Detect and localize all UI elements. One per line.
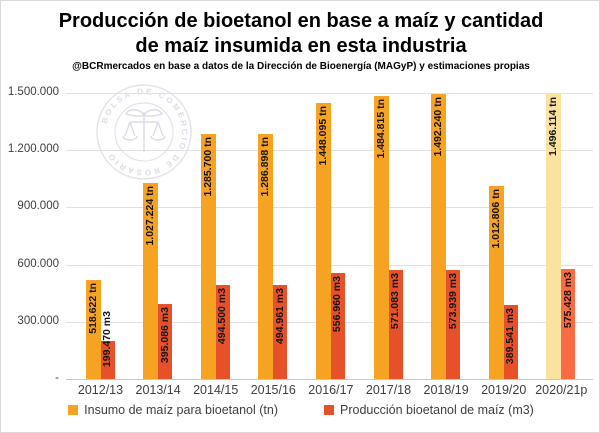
bar-produccion-bioetanol [446, 269, 461, 379]
bar-value-label: 573.939 m3 [446, 272, 459, 329]
bar-value-label: 556.960 m3 [331, 275, 344, 332]
chart-subtitle: @BCRmercados en base a datos de la Direc… [72, 61, 530, 72]
y-axis-tick-label: 600.000 [17, 257, 59, 270]
x-axis-label: 2014/15 [193, 383, 239, 397]
bar-value-label: 575.428 m3 [561, 272, 574, 329]
bar-produccion-bioetanol [561, 269, 576, 379]
bar-insumo-maiz [143, 183, 159, 379]
bar-value-label: 1.496.114 tn [547, 96, 560, 156]
legend-item-produccion: Producción bioetanol de maíz (m3) [324, 403, 534, 417]
legend-item-insumo: Insumo de maíz para bioetanol (tn) [68, 403, 278, 417]
bar-value-label: 494.500 m3 [216, 287, 229, 344]
legend: Insumo de maíz para bioetanol (tn) Produ… [1, 403, 599, 417]
bar-insumo-maiz [315, 102, 331, 379]
legend-swatch-insumo [68, 405, 79, 415]
bar-value-label: 199.470 m3 [101, 311, 113, 368]
x-axis-label: 2019/20 [481, 383, 527, 397]
y-axis-tick-label: - [55, 372, 59, 384]
bar-value-label: 1.285.700 tn [201, 136, 214, 197]
bar-insumo-maiz [488, 185, 504, 379]
bar-insumo-maiz [431, 94, 447, 379]
x-axis-label: 2018/19 [423, 383, 469, 397]
bcr-watermark-seal: BOLSA DE COMERCIO DE ROSARIO [96, 84, 192, 180]
x-axis-label: 2016/17 [308, 383, 354, 397]
bar-insumo-maiz [546, 93, 562, 379]
bar-produccion-bioetanol [100, 340, 115, 379]
bar-produccion-bioetanol [273, 284, 288, 379]
bar-value-label: 494.961 m3 [273, 287, 286, 344]
bar-value-label: 389.541 m3 [504, 307, 517, 364]
bar-produccion-bioetanol [158, 303, 173, 379]
bar-value-label: 1.027.224 tn [144, 186, 157, 246]
y-axis-tick-label: 1.500.000 [7, 86, 59, 98]
legend-label-insumo: Insumo de maíz para bioetanol (tn) [84, 403, 278, 417]
bar-produccion-bioetanol [215, 284, 230, 379]
x-axis-label: 2013/14 [135, 383, 181, 397]
gridline [66, 93, 593, 94]
bar-insumo-maiz [200, 133, 216, 379]
y-axis-tick-label: 1.200.000 [7, 143, 59, 156]
legend-label-produccion: Producción bioetanol de maíz (m3) [340, 403, 534, 417]
y-axis-tick-label: 900.000 [17, 200, 59, 213]
legend-swatch-produccion [324, 405, 334, 415]
bar-produccion-bioetanol [388, 270, 403, 379]
x-axis-label: 2012/13 [77, 383, 124, 397]
bar-produccion-bioetanol [503, 304, 518, 379]
chart-title-line1: Producción de bioetanol en base a maíz y… [58, 10, 544, 32]
bar-value-label: 1.012.806 tn [489, 188, 502, 249]
watermark-scales-emblem [122, 108, 166, 152]
x-axis-label: 2015/16 [250, 383, 296, 397]
bar-value-label: 1.484.815 tn [374, 98, 387, 159]
x-axis-label: 2020/21p [535, 383, 588, 397]
y-axis-tick-label: 300.000 [17, 314, 59, 327]
title-block: Producción de bioetanol en base a maíz y… [1, 9, 599, 72]
bar-insumo-maiz [373, 95, 389, 379]
bar-value-label: 1.492.240 tn [432, 97, 445, 158]
x-axis-label: 2017/18 [365, 383, 412, 397]
bar-produccion-bioetanol [330, 272, 345, 379]
bar-insumo-maiz [85, 280, 101, 379]
x-axis-line [66, 379, 593, 380]
bar-value-label: 518.622 tn [86, 283, 99, 334]
bar-insumo-maiz [258, 133, 274, 379]
bar-value-label: 1.448.095 tn [316, 105, 329, 166]
chart-title-line2: de maíz insumida en esta industria [135, 35, 467, 57]
plot-area: 518.622 tn 199.470 m3 2012/13 1.027.224 tn 3… [66, 93, 593, 397]
bar-value-label: 571.083 m3 [389, 273, 401, 330]
bar-value-label: 1.286.898 tn [259, 136, 272, 197]
bar-value-label: 395.086 m3 [158, 306, 171, 363]
